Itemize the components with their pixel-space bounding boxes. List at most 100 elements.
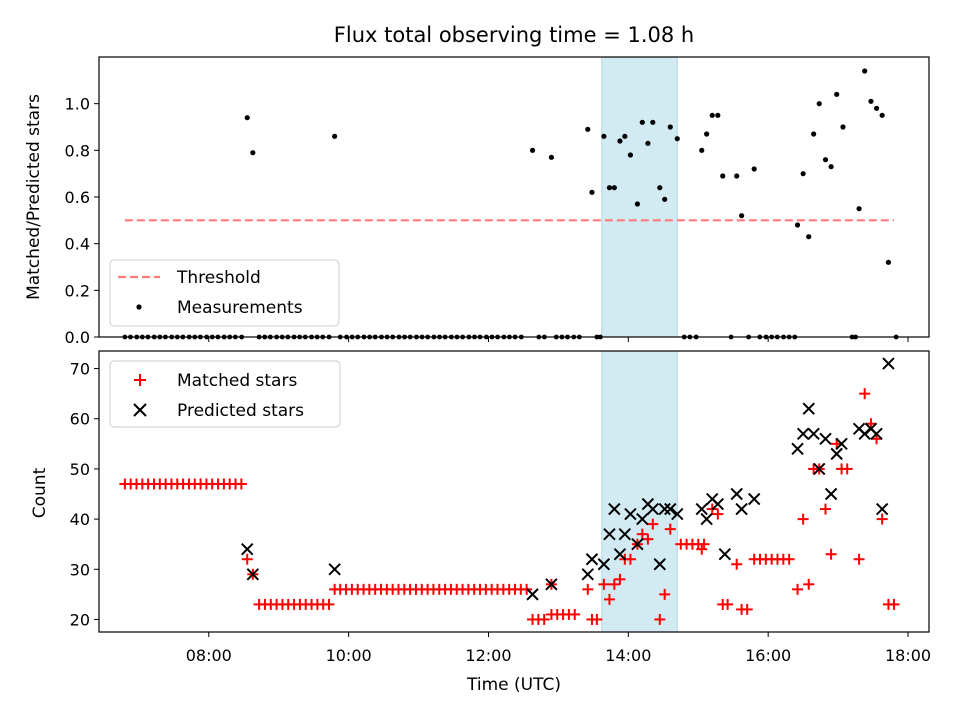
predicted-x-b (671, 507, 684, 521)
measurement-point (662, 196, 668, 202)
matched-star-point (859, 388, 871, 400)
matched-star-point (329, 583, 341, 595)
measurement-point (529, 147, 536, 153)
predicted-x-b (636, 512, 649, 526)
bottom-plot-frame (98, 350, 930, 633)
predicted-star-point (618, 527, 632, 541)
x-axis-label: Time (UTC) (466, 675, 561, 695)
predicted-star-point (597, 558, 611, 571)
predicted-x-b (807, 427, 820, 441)
legend-matched-swatch (134, 374, 146, 386)
predicted-star-point (718, 548, 732, 561)
measurement-point (244, 115, 250, 121)
predicted-x-b (813, 462, 826, 476)
predicted-star-point (631, 537, 644, 551)
measurement-point (657, 185, 663, 191)
measurement-point (834, 91, 840, 97)
predicted-star-point (882, 357, 895, 370)
legend-threshold-label: Threshold (176, 268, 261, 288)
chart-title: Flux total observing time = 1.08 h (334, 23, 694, 47)
measurement-point (879, 112, 885, 118)
predicted-star-point (735, 502, 748, 516)
predicted-x-b (664, 502, 677, 516)
matched-star-point (698, 538, 710, 550)
matched-star-point (792, 583, 804, 595)
matched-star-point (888, 598, 900, 610)
predicted-x-b (613, 548, 627, 561)
predicted-star-point (700, 512, 713, 526)
measurement-point (622, 133, 628, 139)
matched-star-point (323, 598, 335, 610)
measurement-point (873, 105, 880, 111)
measurement-point (720, 173, 726, 179)
predicted-star-point (246, 568, 260, 581)
predicted-x-b (711, 497, 725, 511)
predicted-star-point (241, 542, 254, 556)
predicted-star-point (796, 427, 810, 441)
predicted-x-b (802, 402, 815, 415)
matched-star-point (664, 523, 676, 535)
matched-star-point (624, 553, 636, 565)
matched-star-point (722, 598, 734, 610)
predicted-star-point (791, 442, 804, 456)
predicted-star-point (802, 402, 815, 415)
x-tick-label: 18:00 (885, 646, 931, 665)
predicted-star-point (747, 492, 761, 506)
predicted-star-point (671, 507, 684, 521)
x-tick-label: 08:00 (186, 646, 232, 665)
matched-star-point (582, 583, 594, 595)
measurement-point (548, 154, 555, 160)
predicted-star-point (545, 578, 558, 591)
measurement-point (667, 124, 673, 130)
bottom-y-tick-label: 60 (70, 410, 90, 429)
predicted-x-b (545, 578, 558, 591)
measurement-point (822, 157, 829, 163)
top-y-tick-label: 0.6 (65, 188, 90, 207)
predicted-star-point (835, 437, 848, 451)
ratio-panel: 0.0 0.2 0.4 0.6 0.8 1.0 (65, 56, 930, 347)
bottom-y-tick-label: 70 (70, 360, 90, 379)
matched-star-point (820, 503, 832, 515)
predicted-x-b (597, 558, 611, 571)
legend-predicted-swatch (133, 403, 147, 417)
measurement-point (699, 147, 705, 153)
legend-matched-label: Matched stars (177, 371, 297, 391)
bottom-highlight-span (601, 350, 678, 633)
measurement-point (606, 185, 613, 191)
measurement-point (734, 173, 740, 179)
measurement-point (806, 234, 812, 240)
predicted-star-point (711, 497, 725, 511)
matched-star-point (783, 553, 795, 565)
measurement-point (862, 68, 868, 74)
measurement-point (800, 171, 806, 177)
matched-star-point (741, 603, 753, 615)
predicted-x-b (246, 568, 260, 581)
measurement-point (585, 126, 591, 132)
predicted-star-point (870, 427, 883, 441)
legend-predicted-label: Predicted stars (177, 401, 304, 421)
matched-star-point (841, 463, 853, 475)
predicted-star-point (646, 502, 660, 516)
bottom-legend-box (109, 360, 341, 428)
predicted-star-point (608, 502, 621, 516)
predicted-x-b (653, 558, 666, 571)
matched-star-point (603, 593, 615, 605)
predicted-x-b (526, 588, 539, 601)
matched-star-point (614, 573, 626, 585)
predicted-star-point (664, 502, 677, 516)
predicted-x-b (695, 502, 708, 516)
bottom-y-tick-label: 50 (70, 460, 90, 479)
predicted-x-b (603, 527, 616, 541)
predicted-x-b (791, 442, 804, 456)
measurement-point (589, 189, 595, 195)
predicted-star-point (526, 588, 539, 601)
predicted-star-point (807, 427, 820, 441)
bottom-y-axis-label: Count (30, 467, 50, 518)
predicted-star-point (824, 487, 838, 501)
matched-star-point (876, 513, 888, 525)
measurement-point (709, 112, 715, 118)
matched-star-point (712, 508, 724, 520)
measurement-point (739, 213, 745, 219)
measurement-point (627, 152, 634, 158)
predicted-x-b (241, 542, 254, 556)
